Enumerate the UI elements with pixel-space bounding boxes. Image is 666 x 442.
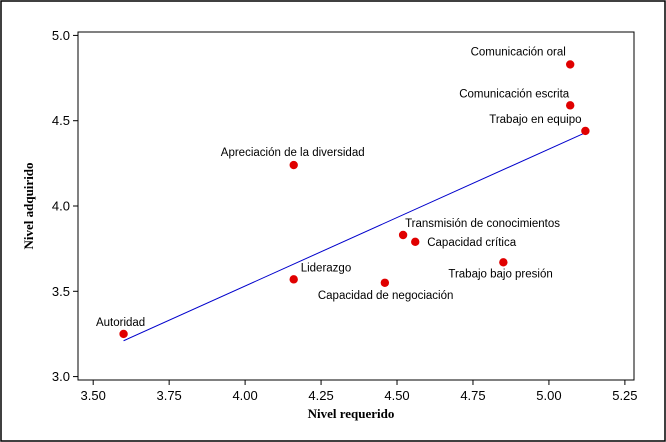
data-point	[289, 275, 298, 284]
point-label: Comunicación oral	[471, 46, 566, 58]
x-tick-label: 3.50	[81, 388, 106, 403]
point-label: Trabajo bajo presión	[448, 268, 552, 280]
point-label: Capacidad crítica	[427, 237, 516, 249]
x-tick-label: 5.00	[536, 388, 561, 403]
x-axis-title: Nivel requerido	[308, 406, 395, 421]
x-tick-label: 5.25	[612, 388, 637, 403]
y-axis: 3.0 3.5 4.0 4.5 5.0	[52, 28, 78, 384]
data-point	[499, 258, 508, 267]
x-tick-label: 4.75	[460, 388, 485, 403]
point-label: Comunicación escrita	[459, 88, 570, 100]
data-point	[581, 126, 590, 136]
data-point	[411, 237, 420, 247]
x-axis: 3.50 3.75 4.00 4.25 4.50 4.75 5.00 5.25	[81, 380, 638, 403]
point-label: Trabajo en equipo	[489, 114, 581, 126]
point-label: Liderazgo	[301, 262, 352, 274]
plot-area	[77, 31, 635, 381]
point-label: Autoridad	[96, 317, 145, 329]
y-tick-label: 4.5	[52, 113, 70, 128]
point-label: Apreciación de la diversidad	[221, 147, 365, 159]
point-label: Capacidad de negociación	[318, 290, 454, 302]
point-label: Transmisión de conocimientos	[405, 218, 560, 230]
data-points: Comunicación oral Comunicación escrita Tra…	[96, 46, 590, 339]
y-tick-label: 4.0	[52, 199, 70, 214]
data-point	[119, 329, 128, 339]
y-tick-label: 3.0	[52, 369, 70, 384]
data-point	[565, 60, 575, 69]
y-tick-label: 5.0	[52, 28, 70, 43]
x-tick-label: 4.50	[384, 388, 409, 403]
data-point	[380, 278, 390, 287]
x-tick-label: 4.25	[308, 388, 333, 403]
trend-line	[123, 132, 586, 342]
data-point	[398, 230, 408, 240]
y-tick-label: 3.5	[52, 284, 70, 299]
data-point	[565, 101, 575, 110]
x-tick-label: 3.75	[156, 388, 181, 403]
y-axis-title: Nivel adquirido	[21, 162, 36, 249]
x-tick-label: 4.00	[232, 388, 257, 403]
data-point	[289, 160, 298, 170]
